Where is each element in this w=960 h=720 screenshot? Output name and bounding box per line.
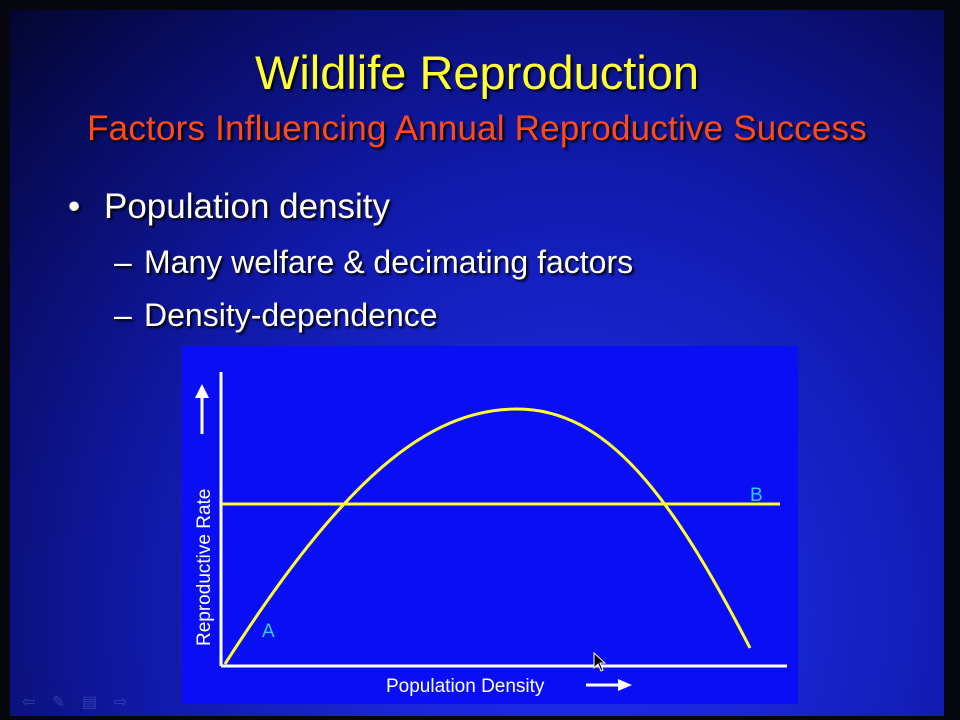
bullet-marker: • (68, 187, 81, 226)
diagram-panel: Reproductive Rate Population Density A B (182, 346, 798, 704)
right-arrow-icon (586, 679, 632, 691)
x-axis-label: Population Density (386, 676, 545, 697)
sub-bullet-text: Many welfare & decimating factors (144, 244, 634, 280)
pen-icon[interactable]: ✎ (52, 694, 66, 711)
sub-bullet-text: Density-dependence (144, 297, 438, 333)
reproduction-curve-a (223, 407, 752, 665)
mouse-pointer-icon (593, 652, 607, 672)
slide-title: Wildlife Reproduction (254, 46, 700, 99)
slide: Wildlife Reproduction Factors Influencin… (10, 10, 944, 716)
forward-arrow-icon[interactable]: ⇨ (114, 694, 128, 711)
bullet-item: • Population density (68, 185, 390, 229)
slide-navigation[interactable]: ⇦ ✎ ▤ ⇨ (22, 692, 142, 714)
reproduction-diagram: Reproductive Rate Population Density A B (194, 372, 787, 697)
line-label-b: B (750, 485, 763, 506)
back-arrow-icon[interactable]: ⇦ (22, 694, 36, 711)
sub-bullet-item: – Density-dependence (114, 295, 438, 335)
sub-bullet-item: – Many welfare & decimating factors (114, 242, 633, 282)
up-arrow-icon (195, 384, 209, 434)
y-axis-label: Reproductive Rate (194, 489, 215, 646)
slide-subtitle: Factors Influencing Annual Reproductive … (87, 109, 867, 148)
menu-icon[interactable]: ▤ (82, 694, 98, 711)
sub-bullet-marker: – (114, 297, 132, 333)
sub-bullet-marker: – (114, 244, 132, 280)
bullet-text: Population density (104, 187, 391, 226)
curve-label-a: A (262, 621, 275, 642)
